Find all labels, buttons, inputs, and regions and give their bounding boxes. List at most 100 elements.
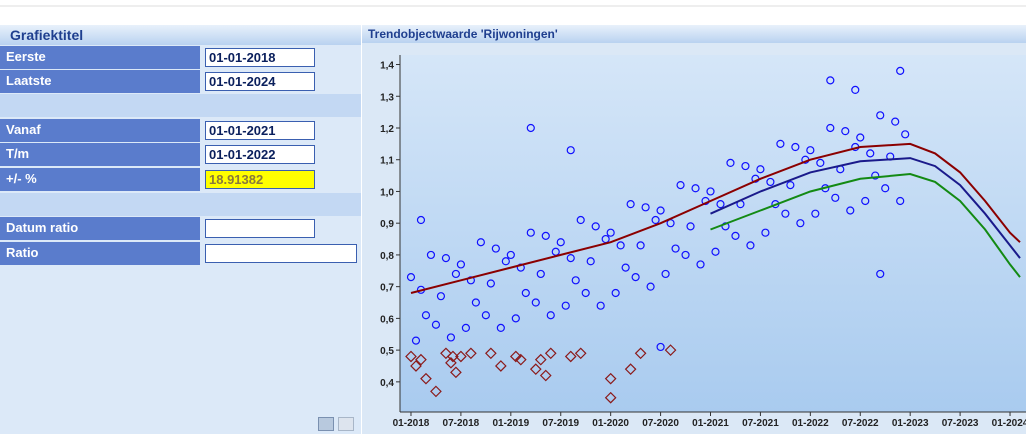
- data-point: [726, 158, 735, 167]
- field-label: T/m: [0, 143, 200, 166]
- y-tick-label: 0,4: [380, 378, 394, 389]
- y-tick-label: 0,6: [380, 314, 394, 325]
- data-point: [816, 158, 825, 167]
- data-point: [781, 209, 790, 218]
- data-point: [806, 146, 815, 155]
- data-point: [566, 146, 575, 155]
- outlier-point: [465, 347, 477, 360]
- data-point: [441, 253, 451, 263]
- outlier-point: [529, 363, 542, 376]
- x-tick-label: 07-2021: [742, 418, 779, 429]
- data-point: [531, 298, 540, 307]
- data-point: [861, 196, 870, 206]
- outlier-point: [450, 366, 462, 379]
- trend-line: [710, 157, 1021, 259]
- data-point: [646, 282, 655, 291]
- field-input[interactable]: 01-01-2018: [205, 48, 315, 67]
- data-point: [616, 241, 625, 250]
- data-point: [671, 244, 680, 253]
- data-point: [436, 292, 446, 301]
- y-tick-label: 1,3: [380, 92, 394, 103]
- data-point: [456, 260, 466, 269]
- plot-area: [400, 55, 1026, 412]
- data-point: [526, 228, 535, 237]
- outlier-point: [485, 347, 497, 360]
- x-tick-label: 01-2019: [492, 418, 529, 429]
- outlier-point: [440, 347, 452, 360]
- outlier-point: [604, 372, 617, 385]
- data-point: [621, 263, 630, 272]
- chart-header: [362, 25, 1026, 43]
- form-panel: Grafiektitel Eerste 01-01-2018 Laatste 01-0…: [0, 25, 361, 434]
- reset-button[interactable]: [338, 417, 354, 431]
- data-point: [461, 323, 470, 333]
- data-point: [871, 171, 880, 180]
- x-tick-label: 01-2024: [992, 418, 1026, 429]
- outlier-point: [410, 360, 422, 372]
- field-input[interactable]: 18.91382: [205, 170, 315, 189]
- data-point: [786, 181, 795, 190]
- outlier-point: [574, 347, 587, 360]
- outlier-point: [664, 344, 677, 356]
- x-tick-label: 01-2018: [393, 418, 430, 429]
- y-tick-label: 1,0: [380, 187, 394, 198]
- y-tick-label: 0,8: [380, 251, 394, 262]
- outlier-point: [494, 360, 507, 372]
- data-point: [691, 184, 700, 193]
- y-tick-label: 0,7: [380, 283, 394, 294]
- data-point: [496, 323, 505, 333]
- data-point: [491, 244, 500, 253]
- x-tick-label: 07-2019: [542, 418, 579, 429]
- data-point: [546, 311, 555, 320]
- field-input[interactable]: 01-01-2022: [205, 145, 315, 164]
- data-point: [611, 288, 620, 298]
- y-tick-label: 1,2: [380, 124, 394, 135]
- data-point: [676, 181, 685, 190]
- data-point: [406, 273, 416, 282]
- data-point: [566, 253, 575, 263]
- data-point: [521, 288, 530, 298]
- data-point: [626, 200, 635, 209]
- data-point: [851, 85, 860, 95]
- data-point: [881, 184, 890, 193]
- data-point: [476, 238, 485, 247]
- field-input[interactable]: [205, 219, 315, 238]
- outlier-point: [455, 350, 467, 363]
- field-input[interactable]: 01-01-2021: [205, 121, 315, 140]
- data-point: [856, 133, 865, 142]
- data-point: [831, 193, 840, 202]
- data-point: [826, 123, 835, 133]
- x-tick-label: 07-2023: [942, 418, 979, 429]
- x-tick-label: 01-2023: [892, 418, 929, 429]
- x-tick-label: 07-2022: [842, 418, 879, 429]
- data-point: [696, 260, 705, 269]
- spacer-row: [0, 94, 361, 117]
- top-rule: [0, 5, 1026, 7]
- data-point: [891, 117, 900, 126]
- field-label: Datum ratio: [0, 217, 200, 240]
- outlier-point: [624, 363, 637, 376]
- data-point: [636, 241, 645, 250]
- data-point: [661, 269, 670, 279]
- data-point: [826, 76, 835, 85]
- field-label: +/- %: [0, 168, 200, 191]
- data-point: [536, 269, 545, 279]
- data-point: [576, 215, 585, 225]
- outlier-point: [430, 385, 442, 398]
- chart: Trendobjectwaarde 'Rijwoningen' 0,4 0,5 0,…: [362, 25, 1026, 434]
- data-point: [526, 123, 535, 133]
- y-tick-label: 0,5: [380, 346, 394, 357]
- data-point: [776, 139, 785, 148]
- outlier-point: [564, 350, 577, 363]
- field-input[interactable]: [205, 244, 357, 263]
- data-point: [811, 209, 820, 218]
- outlier-point: [539, 369, 552, 382]
- form-title: Grafiektitel: [0, 25, 361, 45]
- zoom-button[interactable]: [318, 417, 334, 431]
- data-point: [896, 196, 905, 206]
- field-input[interactable]: 01-01-2024: [205, 72, 315, 91]
- x-tick-label: 01-2020: [592, 418, 629, 429]
- data-point: [766, 177, 775, 187]
- spacer-row: [0, 193, 361, 216]
- data-point: [446, 333, 456, 342]
